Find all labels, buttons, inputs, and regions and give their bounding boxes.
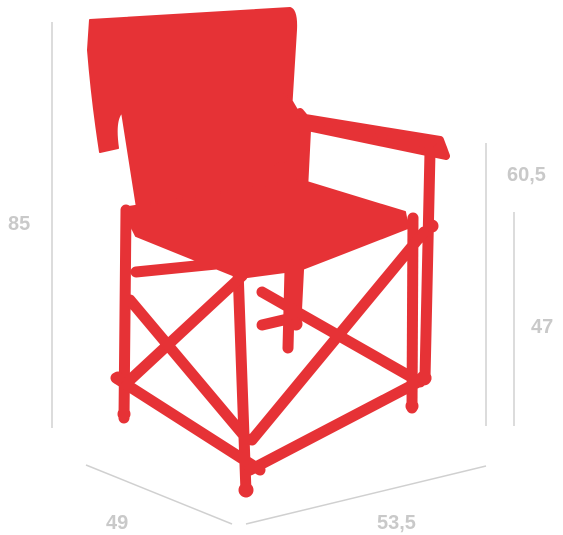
- front-brace-a: [124, 270, 248, 386]
- foot-rear-right: [405, 399, 419, 413]
- directors-chair-silhouette: [87, 7, 450, 498]
- seat-height-label: 47: [531, 316, 553, 338]
- overall-height-label: 85: [8, 213, 30, 235]
- depth-line: [85, 464, 233, 525]
- chair-armrest: [296, 108, 450, 160]
- bottom-rail-side: [244, 372, 432, 476]
- depth-label: 49: [106, 512, 128, 534]
- chair-backrest: [87, 7, 304, 215]
- arm-support-front: [419, 146, 436, 384]
- front-brace-b: [124, 294, 252, 444]
- seat-joint-right: [425, 219, 439, 233]
- side-brace-b: [256, 286, 426, 388]
- rail-joint-left: [111, 371, 125, 385]
- foot-front-middle: [238, 482, 254, 498]
- arm-support-rear: [290, 114, 312, 326]
- mid-rail: [256, 312, 298, 331]
- width-line: [245, 465, 487, 525]
- dimension-lines: [51, 22, 515, 525]
- foot-front-left: [117, 407, 131, 421]
- bottom-rail-front: [110, 372, 266, 476]
- seat-rail-lower: [130, 256, 242, 278]
- rail-joint-right: [416, 370, 432, 386]
- width-label: 53,5: [377, 512, 416, 534]
- brace-joint: [289, 317, 303, 331]
- armrest-height-label: 60,5: [507, 164, 546, 186]
- chair-seat: [121, 179, 409, 279]
